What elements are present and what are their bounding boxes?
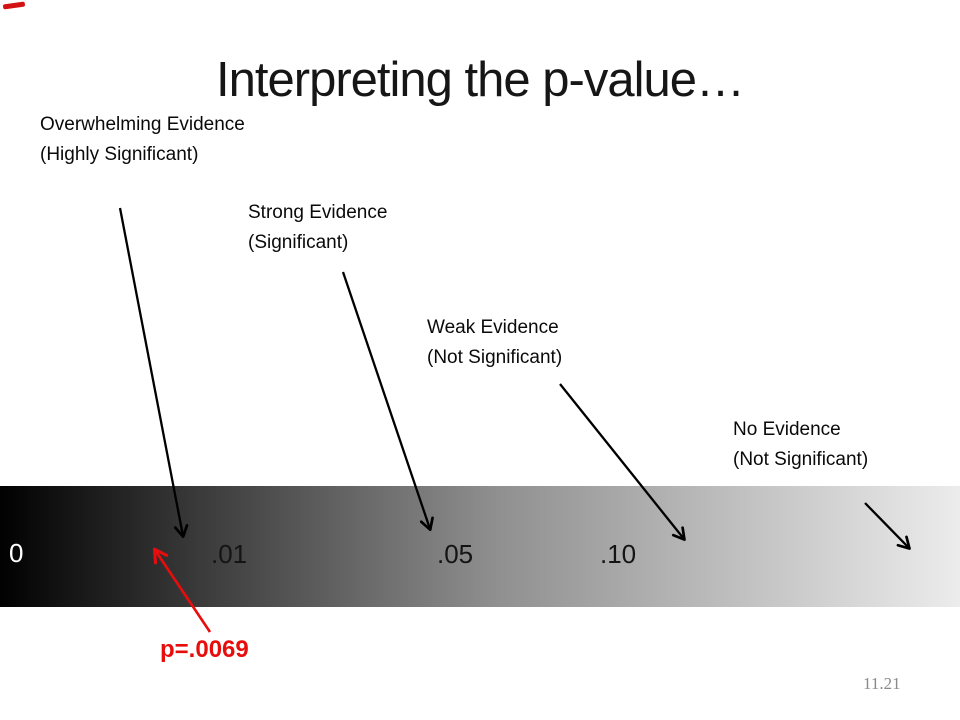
scale-tick-05: .05	[437, 539, 474, 569]
label-overwhelming-evidence: Overwhelming Evidence (Highly Significan…	[40, 110, 245, 170]
label-line-1: Strong Evidence	[248, 202, 388, 223]
label-strong-evidence: Strong Evidence (Significant)	[248, 198, 387, 258]
label-line-2: (Not Significant)	[427, 347, 563, 368]
label-line-2: (Significant)	[248, 232, 349, 253]
p-value-annotation: p=.0069	[160, 636, 249, 663]
red-pen-mark	[2, 1, 26, 10]
label-line-2: (Not Significant)	[733, 449, 869, 470]
scale-tick-10: .10	[600, 539, 637, 569]
scale-tick-0: 0	[9, 538, 24, 568]
label-no-evidence: No Evidence (Not Significant)	[733, 415, 868, 475]
label-line-2: (Highly Significant)	[40, 144, 199, 165]
label-line-1: Overwhelming Evidence	[40, 114, 245, 135]
pvalue-gradient-scale-bar	[0, 486, 960, 607]
label-line-1: No Evidence	[733, 419, 841, 440]
slide-number: 11.21	[863, 674, 901, 693]
label-line-1: Weak Evidence	[427, 317, 559, 338]
label-weak-evidence: Weak Evidence (Not Significant)	[427, 313, 562, 373]
slide-title: Interpreting the p-value…	[216, 53, 745, 107]
scale-tick-01: .01	[211, 539, 248, 569]
